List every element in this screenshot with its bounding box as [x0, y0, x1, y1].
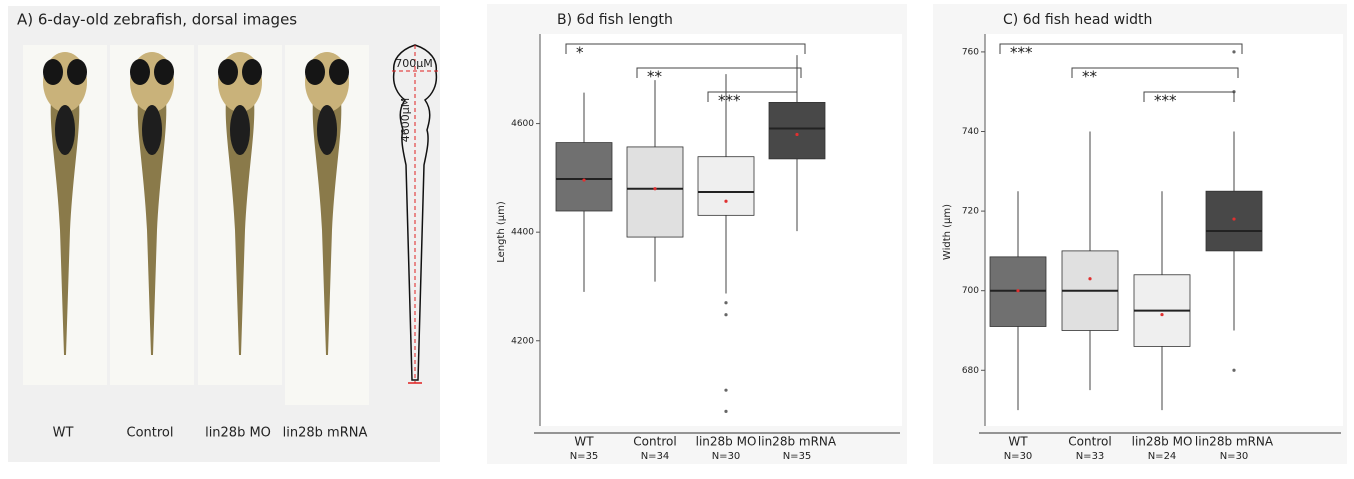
mean-point [582, 178, 585, 181]
x-tick-label: lin28b mRNA [758, 435, 837, 449]
mean-point [1088, 277, 1091, 280]
page: {"panel_a": {"title": "A) 6-day-old zebr… [0, 0, 1354, 479]
mean-point [653, 187, 656, 190]
fish-eye [329, 59, 349, 85]
fish-eye [67, 59, 87, 85]
box [769, 102, 825, 158]
chart-title: C) 6d fish head width [1003, 12, 1152, 28]
n-label: N=34 [641, 451, 670, 462]
x-tick-label: lin28b MO [1132, 435, 1193, 449]
x-tick-label: WT [574, 435, 594, 449]
n-label: N=33 [1076, 451, 1105, 462]
box [627, 147, 683, 237]
y-tick-label: 740 [962, 127, 979, 137]
y-tick-label: 720 [962, 207, 979, 217]
fish-label: lin28b mRNA [283, 426, 368, 441]
n-label: N=35 [783, 451, 812, 462]
fish-yolk [317, 105, 337, 155]
n-label: N=30 [1004, 451, 1033, 462]
fish-eye [305, 59, 325, 85]
panel-title: A) 6-day-old zebrafish, dorsal images [17, 11, 297, 29]
n-label: N=30 [712, 451, 741, 462]
mean-point [1160, 313, 1163, 316]
figure: A) 6-day-old zebrafish, dorsal images 70… [0, 0, 1354, 479]
mean-point [795, 133, 798, 136]
fish-label: lin28b MO [205, 426, 271, 441]
y-tick-label: 4400 [511, 228, 534, 238]
fish-eye [242, 59, 262, 85]
outlier [724, 389, 727, 392]
x-tick-label: lin28b MO [696, 435, 757, 449]
outlier [1232, 50, 1235, 53]
box [556, 143, 612, 211]
fish-eye [130, 59, 150, 85]
n-label: N=24 [1148, 451, 1177, 462]
mean-point [1232, 217, 1235, 220]
mean-point [1016, 289, 1019, 292]
y-axis-label: Width (µm) [942, 204, 953, 260]
length-annotation: 4600µM [399, 98, 412, 142]
x-tick-label: Control [633, 435, 676, 449]
y-tick-label: 4200 [511, 336, 534, 346]
n-label: N=30 [1220, 451, 1249, 462]
fish-eye [218, 59, 238, 85]
x-tick-label: Control [1068, 435, 1111, 449]
outlier [724, 313, 727, 316]
fish-eye [154, 59, 174, 85]
y-tick-label: 700 [962, 286, 979, 296]
outlier [724, 301, 727, 304]
significance-label: *** [1154, 92, 1177, 110]
outlier [724, 410, 727, 413]
box [698, 157, 754, 216]
fish-label: WT [53, 426, 74, 441]
n-label: N=35 [570, 451, 599, 462]
fish-yolk [230, 105, 250, 155]
box [1206, 191, 1262, 251]
significance-label: *** [718, 92, 741, 110]
outlier [1232, 369, 1235, 372]
significance-label: * [576, 44, 584, 62]
fish-label: Control [127, 426, 174, 441]
mean-point [724, 200, 727, 203]
x-tick-label: lin28b mRNA [1195, 435, 1274, 449]
y-tick-label: 680 [962, 366, 979, 376]
fish-yolk [142, 105, 162, 155]
y-axis-label: Length (µm) [496, 201, 507, 263]
significance-label: ** [647, 68, 663, 86]
y-tick-label: 760 [962, 47, 979, 57]
significance-label: ** [1082, 68, 1098, 86]
fish-yolk [55, 105, 75, 155]
y-tick-label: 4600 [511, 119, 534, 129]
chart-title: B) 6d fish length [557, 12, 673, 28]
fish-eye [43, 59, 63, 85]
width-annotation: 700µM [395, 57, 433, 70]
significance-label: *** [1010, 44, 1033, 62]
x-tick-label: WT [1008, 435, 1028, 449]
